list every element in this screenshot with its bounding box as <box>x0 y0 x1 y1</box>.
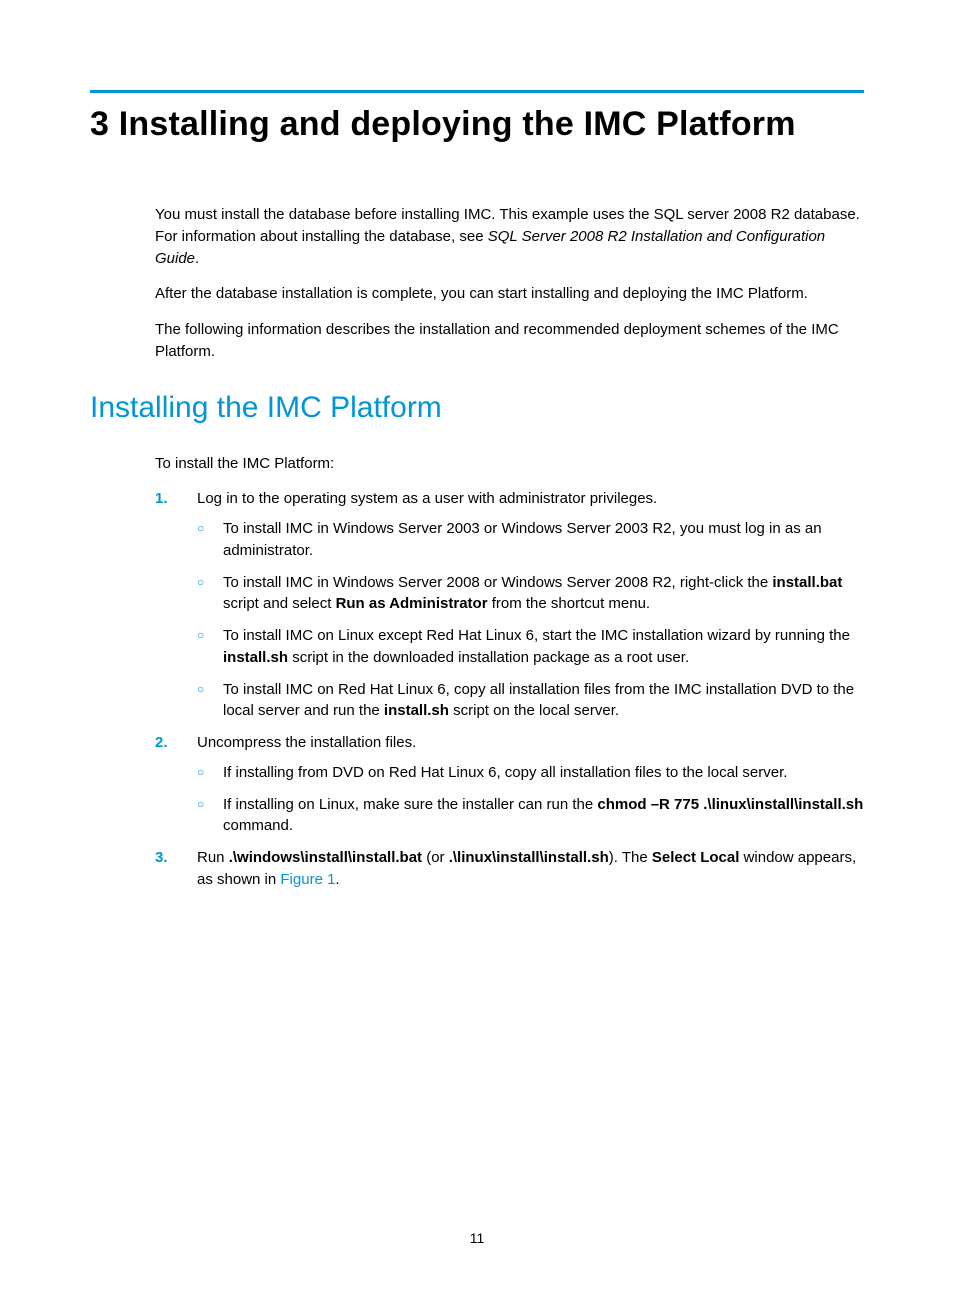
section-title: Installing the IMC Platform <box>90 391 864 425</box>
text: command. <box>223 817 293 834</box>
bold-text: install.bat <box>772 574 842 591</box>
text: from the shortcut menu. <box>488 595 651 612</box>
bullet-icon: ○ <box>197 627 204 644</box>
step-2: 2. Uncompress the installation files. ○ … <box>155 732 864 837</box>
bold-text: install.sh <box>223 649 288 666</box>
sub-list: ○ If installing from DVD on Red Hat Linu… <box>197 762 864 837</box>
bold-text: chmod –R 775 .\linux\install\install.sh <box>597 796 863 813</box>
bold-text: install.sh <box>384 702 449 719</box>
text: . <box>335 871 339 888</box>
sub-item: ○ To install IMC in Windows Server 2003 … <box>197 518 864 562</box>
chapter-title: 3 Installing and deploying the IMC Platf… <box>90 105 864 144</box>
text: To install IMC on Linux except Red Hat L… <box>223 627 850 644</box>
bullet-icon: ○ <box>197 520 204 537</box>
step-text: Uncompress the installation files. <box>197 734 416 751</box>
text: (or <box>422 849 449 866</box>
text: To install IMC in Windows Server 2003 or… <box>223 520 822 559</box>
bullet-icon: ○ <box>197 574 204 591</box>
section-body: To install the IMC Platform: 1. Log in t… <box>155 453 864 891</box>
step-text: Log in to the operating system as a user… <box>197 490 657 507</box>
sub-item: ○ To install IMC in Windows Server 2008 … <box>197 572 864 616</box>
bold-text: Run as Administrator <box>336 595 488 612</box>
text: script and select <box>223 595 336 612</box>
intro-paragraph-2: After the database installation is compl… <box>155 283 864 305</box>
text: script in the downloaded installation pa… <box>288 649 689 666</box>
text: Run <box>197 849 229 866</box>
bold-text: Select Local <box>652 849 740 866</box>
sub-list: ○ To install IMC in Windows Server 2003 … <box>197 518 864 722</box>
intro-paragraph-3: The following information describes the … <box>155 319 864 363</box>
figure-link[interactable]: Figure 1 <box>280 871 335 888</box>
bullet-icon: ○ <box>197 796 204 813</box>
intro-paragraph-1: You must install the database before ins… <box>155 204 864 269</box>
ordered-steps: 1. Log in to the operating system as a u… <box>155 488 864 890</box>
top-rule <box>90 90 864 93</box>
sub-item: ○ To install IMC on Linux except Red Hat… <box>197 625 864 669</box>
text: . <box>195 250 199 267</box>
body: You must install the database before ins… <box>155 204 864 363</box>
text: ). The <box>609 849 652 866</box>
bullet-icon: ○ <box>197 681 204 698</box>
page-number: 11 <box>0 1230 954 1246</box>
step-number: 1. <box>155 488 168 510</box>
sub-item: ○ If installing on Linux, make sure the … <box>197 794 864 838</box>
text: If installing on Linux, make sure the in… <box>223 796 597 813</box>
text: script on the local server. <box>449 702 619 719</box>
sub-item: ○ If installing from DVD on Red Hat Linu… <box>197 762 864 784</box>
sub-item: ○ To install IMC on Red Hat Linux 6, cop… <box>197 679 864 723</box>
lead-paragraph: To install the IMC Platform: <box>155 453 864 475</box>
step-number: 3. <box>155 847 168 869</box>
step-3: 3. Run .\windows\install\install.bat (or… <box>155 847 864 891</box>
step-number: 2. <box>155 732 168 754</box>
text: If installing from DVD on Red Hat Linux … <box>223 764 787 781</box>
bold-text: .\linux\install\install.sh <box>449 849 609 866</box>
step-1: 1. Log in to the operating system as a u… <box>155 488 864 722</box>
bullet-icon: ○ <box>197 764 204 781</box>
page: 3 Installing and deploying the IMC Platf… <box>0 0 954 1296</box>
bold-text: .\windows\install\install.bat <box>229 849 422 866</box>
text: To install IMC in Windows Server 2008 or… <box>223 574 772 591</box>
